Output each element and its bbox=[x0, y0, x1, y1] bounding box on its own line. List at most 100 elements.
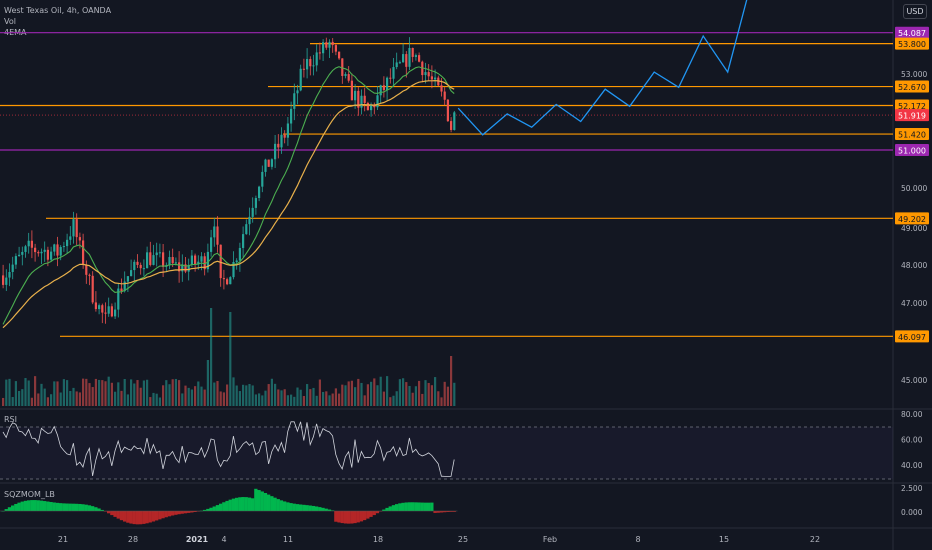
candle-body bbox=[392, 67, 395, 79]
candle-body bbox=[34, 247, 37, 253]
momentum-bar bbox=[14, 503, 18, 511]
momentum-bar bbox=[174, 511, 178, 515]
volume-bar bbox=[334, 388, 337, 406]
momentum-bar bbox=[257, 490, 261, 511]
momentum-bar bbox=[244, 497, 248, 511]
candle-body bbox=[11, 264, 14, 272]
candle-body bbox=[389, 77, 392, 79]
momentum-bar bbox=[363, 511, 367, 521]
candle-body bbox=[446, 99, 449, 122]
volume-bar bbox=[264, 390, 267, 406]
momentum-bar bbox=[148, 511, 152, 523]
momentum-bar bbox=[33, 500, 37, 511]
volume-bar bbox=[165, 380, 168, 406]
volume-bar bbox=[139, 387, 142, 406]
candle-body bbox=[309, 59, 312, 67]
projection-path[interactable] bbox=[457, 0, 752, 136]
momentum-bar bbox=[439, 511, 444, 513]
candle-body bbox=[418, 55, 421, 62]
candle-body bbox=[14, 256, 17, 265]
candle-body bbox=[398, 62, 401, 64]
momentum-bar bbox=[443, 511, 447, 513]
candle-body bbox=[2, 275, 5, 285]
volume-bar bbox=[293, 396, 296, 406]
candle-body bbox=[136, 261, 139, 265]
volume-bar bbox=[219, 391, 222, 406]
candle-body bbox=[238, 247, 241, 261]
momentum-bar bbox=[286, 502, 290, 511]
volume-bar bbox=[184, 385, 187, 406]
candle-body bbox=[347, 74, 350, 81]
candle-body bbox=[174, 262, 177, 264]
candle-body bbox=[408, 47, 411, 67]
candle-body bbox=[123, 281, 126, 292]
volume-bar bbox=[450, 356, 453, 406]
volume-bar bbox=[14, 381, 17, 406]
candle-body bbox=[146, 252, 149, 269]
volume-bar bbox=[309, 389, 312, 406]
time-tick-label: 22 bbox=[810, 535, 820, 544]
momentum-bar bbox=[4, 509, 8, 511]
ema-slow-line bbox=[2, 79, 455, 329]
volume-bar bbox=[373, 378, 376, 406]
candle-body bbox=[72, 219, 75, 237]
momentum-bar bbox=[395, 504, 399, 511]
price-tick-label: 53.000 bbox=[901, 70, 927, 79]
horizontal-levels[interactable]: 54.087 53.800 52.670 52.172 51.420 51.000 49.2… bbox=[0, 26, 929, 343]
momentum-bar bbox=[30, 500, 34, 511]
level-price-tag: 53.800 bbox=[895, 37, 929, 50]
volume-bar bbox=[46, 397, 49, 406]
momentum-bar bbox=[190, 511, 194, 513]
momentum-bar bbox=[193, 511, 197, 512]
candle-body bbox=[107, 306, 110, 314]
momentum-bar bbox=[65, 503, 69, 511]
candle-body bbox=[235, 260, 238, 263]
volume-bar bbox=[107, 376, 110, 406]
volume-bar bbox=[344, 385, 347, 406]
volume-bar bbox=[238, 391, 241, 406]
momentum-bar bbox=[151, 511, 156, 522]
candle-body bbox=[306, 59, 309, 70]
momentum-bar bbox=[222, 502, 226, 511]
volume-bar bbox=[389, 397, 392, 406]
candle-body bbox=[331, 41, 334, 46]
time-tick-label: 15 bbox=[719, 535, 729, 544]
momentum-bar bbox=[100, 509, 104, 511]
volume-bar bbox=[398, 379, 401, 406]
volume-bar bbox=[354, 387, 357, 406]
level-tag-bg bbox=[895, 37, 929, 50]
candle-body bbox=[293, 93, 296, 109]
momentum-bar bbox=[142, 511, 146, 524]
volume-bar bbox=[21, 389, 24, 406]
momentum-bar bbox=[276, 499, 280, 511]
momentum-bar bbox=[385, 507, 389, 511]
candle-body bbox=[373, 105, 376, 108]
volume-bar bbox=[187, 387, 190, 406]
candle-body bbox=[59, 246, 62, 256]
volume-bar bbox=[82, 378, 85, 406]
momentum-bar bbox=[23, 500, 28, 511]
currency-badge[interactable]: USD bbox=[903, 4, 927, 19]
momentum-bar bbox=[263, 492, 268, 511]
candle-body bbox=[434, 77, 437, 80]
candle-body bbox=[261, 171, 264, 187]
volume-bar bbox=[443, 381, 446, 406]
momentum-bar bbox=[404, 502, 408, 511]
momentum-bar bbox=[350, 511, 354, 524]
volume-indicator-label[interactable]: Vol bbox=[4, 17, 16, 26]
momentum-bar bbox=[180, 511, 184, 514]
candle-body bbox=[430, 76, 433, 80]
time-tick-label: 25 bbox=[458, 535, 468, 544]
volume-bar bbox=[408, 385, 411, 406]
symbol-title[interactable]: West Texas Oil, 4h, OANDA bbox=[4, 6, 112, 15]
candle-body bbox=[344, 74, 347, 76]
volume-bar bbox=[347, 381, 350, 406]
candle-body bbox=[360, 95, 363, 108]
volume-bar bbox=[123, 378, 126, 406]
momentum-bar bbox=[353, 511, 357, 524]
momentum-bar bbox=[446, 511, 450, 513]
momentum-bar bbox=[36, 500, 40, 511]
candle-body bbox=[427, 72, 430, 77]
momentum-bar bbox=[167, 511, 172, 517]
